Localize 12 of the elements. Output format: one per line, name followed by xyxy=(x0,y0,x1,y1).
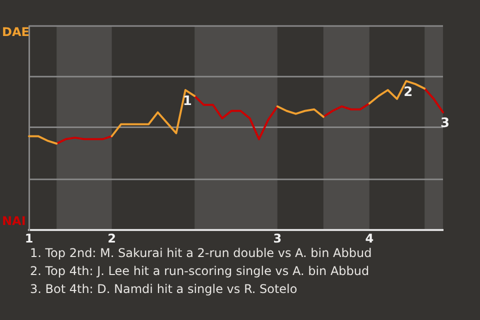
annotation: 2 xyxy=(404,84,413,100)
annotation: 3 xyxy=(440,116,450,132)
text: 3. Bot 4th: D. Namdi hit a single vs R. Sotelo xyxy=(30,281,298,298)
annotation: 1 xyxy=(182,94,192,109)
text: 1. Top 2nd: M. Sakurai hit a 2-run double vs A. bin Abbud xyxy=(30,245,372,262)
text: NAI xyxy=(2,214,26,228)
x-tick-label: 3 xyxy=(273,231,282,246)
x-tick-label: 2 xyxy=(108,231,116,246)
text: DAE xyxy=(2,25,30,40)
x-tick-label: 1 xyxy=(24,231,34,246)
text: 2. Top 4th: J. Lee hit a run-scoring single vs A. bin Abbud xyxy=(30,263,370,280)
x-tick-label: 4 xyxy=(365,231,374,246)
